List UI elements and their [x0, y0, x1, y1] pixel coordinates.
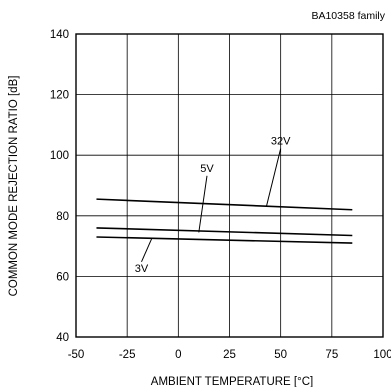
annotation-label: 32V: [271, 136, 291, 148]
y-axis-label: COMMON MODE REJECTION RATIO [dB]: [8, 76, 20, 297]
series-line-3v: [96, 236, 353, 244]
y-tick-label: 80: [56, 211, 69, 223]
series-group: [96, 198, 353, 244]
x-tick-label: -25: [119, 349, 136, 361]
x-tick-label: 100: [373, 349, 391, 361]
y-tick-label: 40: [56, 332, 69, 344]
y-tick-label: 120: [50, 90, 69, 102]
plot-frame: [75, 33, 384, 338]
x-tick-label: 50: [274, 349, 287, 361]
series-line-32v: [96, 198, 353, 211]
annotation-leader: [265, 148, 282, 207]
x-tick-label: 0: [175, 349, 181, 361]
y-tick-label: 140: [50, 29, 69, 41]
chart-title: BA10358 family: [311, 10, 385, 22]
x-tick-label: -50: [68, 349, 85, 361]
tick-labels: -50 -25 0 25 50 75 100 40 60 80 100 120 140: [50, 29, 391, 361]
x-axis-label: AMBIENT TEMPERATURE [°C]: [151, 376, 313, 387]
grid: [76, 34, 383, 337]
x-tick-label: 75: [325, 349, 338, 361]
annotations: 32V 5V 3V: [135, 136, 291, 275]
x-tick-label: 25: [223, 349, 236, 361]
annotation-leader: [198, 175, 208, 233]
annotation-label: 3V: [135, 263, 149, 275]
y-tick-label: 60: [56, 271, 69, 283]
y-tick-label: 100: [50, 150, 69, 162]
annotation-label: 5V: [200, 163, 214, 175]
series-line-5v: [96, 227, 353, 237]
annotation-leader: [141, 238, 153, 263]
